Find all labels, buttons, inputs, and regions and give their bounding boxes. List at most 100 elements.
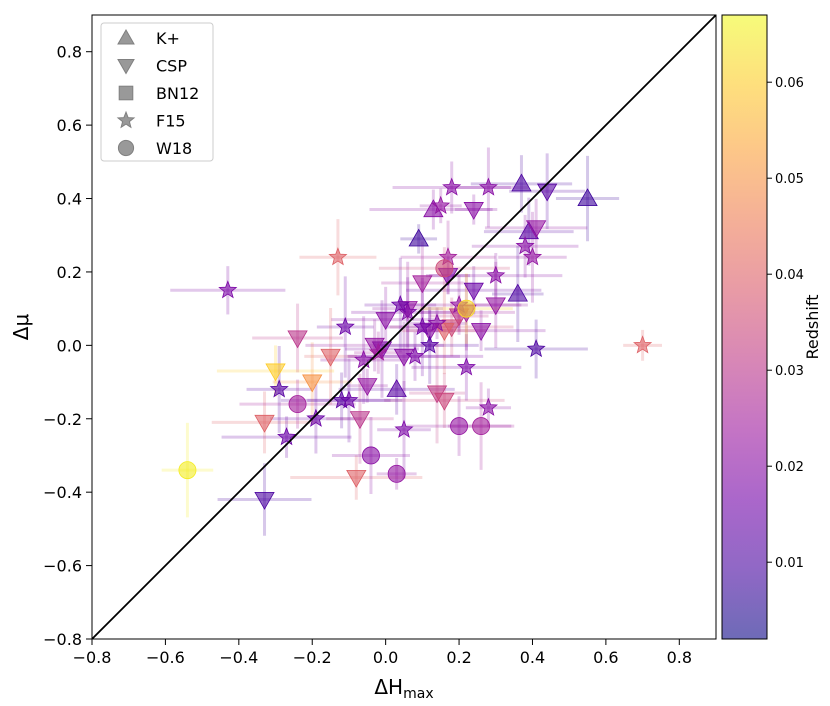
- x-tick-label: 0.0: [373, 648, 398, 667]
- data-point-f15: [335, 316, 355, 336]
- data-point-f15: [218, 280, 238, 299]
- data-point-csp: [470, 323, 492, 341]
- data-point-k: [511, 173, 532, 192]
- colorbar-tick-label: 0.05: [775, 172, 804, 187]
- legend: K+ CSP BN12 F15 W18: [100, 22, 214, 162]
- data-point-csp: [525, 220, 547, 239]
- x-axis-label-main: ΔH: [374, 675, 403, 699]
- data-point-w18: [288, 395, 307, 414]
- data-point-f15: [486, 265, 506, 284]
- data-point-f15: [306, 408, 326, 427]
- data-point-f15: [390, 294, 410, 314]
- colorbar-tick-label: 0.06: [775, 76, 804, 91]
- data-point-csp: [254, 414, 275, 433]
- colorbar-tick-label: 0.04: [775, 268, 804, 283]
- y-axis-ticks: −0.8 −0.6 −0.4 −0.2 0.0 0.2 0.4 0.6 0.8: [43, 43, 92, 649]
- colorbar: 0.01 0.02 0.03 0.04 0.05 0.06 Redshift: [721, 14, 822, 640]
- data-point-csp: [349, 411, 371, 430]
- x-axis-label: ΔHmax: [374, 675, 433, 702]
- colorbar-gradient: [722, 15, 767, 639]
- data-point-csp: [463, 282, 484, 301]
- data-point-csp: [485, 297, 506, 316]
- x-tick-label: −0.2: [293, 648, 332, 667]
- data-point-f15: [478, 397, 498, 416]
- y-tick-label: 0.0: [57, 336, 82, 355]
- y-tick-label: −0.4: [43, 483, 82, 502]
- x-tick-label: 0.2: [446, 648, 471, 667]
- data-point-csp: [434, 392, 455, 411]
- data-point-k: [577, 188, 598, 207]
- data-point-f15: [420, 335, 440, 354]
- legend-marker-w18: [117, 139, 135, 157]
- data-point-f15: [394, 419, 414, 438]
- data-point-f15: [515, 236, 535, 255]
- data-point-w18: [387, 464, 406, 483]
- data-point-f15: [478, 177, 498, 196]
- data-point-f15: [526, 338, 546, 358]
- y-tick-label: −0.6: [43, 557, 82, 576]
- data-point-csp: [254, 491, 275, 510]
- data-point-csp: [265, 363, 286, 382]
- colorbar-frame: [721, 14, 768, 640]
- data-point-f15: [633, 335, 653, 354]
- colorbar-label: Redshift: [803, 295, 822, 360]
- data-point-f15: [269, 379, 289, 398]
- data-point-f15: [442, 177, 462, 196]
- legend-label: W18: [156, 139, 192, 158]
- data-point-f15: [427, 313, 447, 332]
- data-point-csp: [463, 202, 484, 220]
- colorbar-tick-label: 0.02: [775, 460, 804, 475]
- data-point-csp: [412, 275, 433, 294]
- x-tick-label: 0.6: [593, 648, 618, 667]
- data-point-csp: [357, 378, 378, 397]
- one-to-one-line: [92, 15, 716, 639]
- colorbar-tick-label: 0.03: [775, 364, 804, 379]
- legend-label: K+: [156, 29, 180, 48]
- legend-label: CSP: [156, 57, 187, 76]
- y-tick-label: 0.4: [57, 190, 82, 209]
- x-axis-label-subscript: max: [403, 686, 434, 702]
- data-point-k: [507, 283, 528, 302]
- colorbar-tick-label: 0.01: [775, 556, 804, 571]
- data-point-f15: [412, 316, 432, 336]
- data-point-csp: [375, 312, 396, 330]
- data-point-f15: [339, 390, 359, 409]
- data-point-f15: [354, 349, 374, 369]
- y-tick-label: −0.8: [43, 630, 82, 649]
- y-axis-label: Δμ: [9, 314, 33, 341]
- data-point-f15: [405, 346, 425, 365]
- y-tick-label: −0.2: [43, 410, 82, 429]
- x-tick-label: 0.8: [667, 648, 692, 667]
- data-point-csp: [287, 330, 308, 349]
- y-tick-label: 0.2: [57, 263, 82, 282]
- data-point-csp: [346, 469, 367, 488]
- legend-marker-csp: [117, 59, 135, 75]
- legend-label: F15: [156, 112, 186, 131]
- y-tick-label: 0.8: [57, 43, 82, 62]
- data-point-k: [408, 228, 429, 247]
- legend-marker-f15: [116, 110, 136, 129]
- data-point-w18: [435, 259, 454, 278]
- data-point-csp: [320, 348, 341, 367]
- data-point-w18: [457, 299, 476, 318]
- legend-marker-bn12: [118, 85, 134, 101]
- data-point-f15: [328, 247, 348, 266]
- y-tick-label: 0.6: [57, 116, 82, 135]
- x-tick-label: −0.8: [73, 648, 112, 667]
- data-point-w18: [450, 417, 469, 436]
- x-tick-label: 0.4: [520, 648, 545, 667]
- x-tick-label: −0.6: [146, 648, 185, 667]
- legend-marker-k: [117, 28, 135, 45]
- x-axis-ticks: −0.8 −0.6 −0.4 −0.2 0.0 0.2 0.4 0.6 0.8: [73, 639, 692, 667]
- data-point-f15: [277, 427, 297, 446]
- plot-frame: [91, 14, 717, 640]
- legend-label: BN12: [156, 84, 199, 103]
- data-point-f15: [431, 195, 451, 215]
- data-point-w18: [178, 461, 197, 480]
- data-point-f15: [456, 357, 476, 376]
- data-point-f15: [398, 302, 418, 321]
- data-point-w18: [472, 417, 491, 436]
- data-markers: [178, 173, 653, 510]
- x-tick-label: −0.4: [219, 648, 258, 667]
